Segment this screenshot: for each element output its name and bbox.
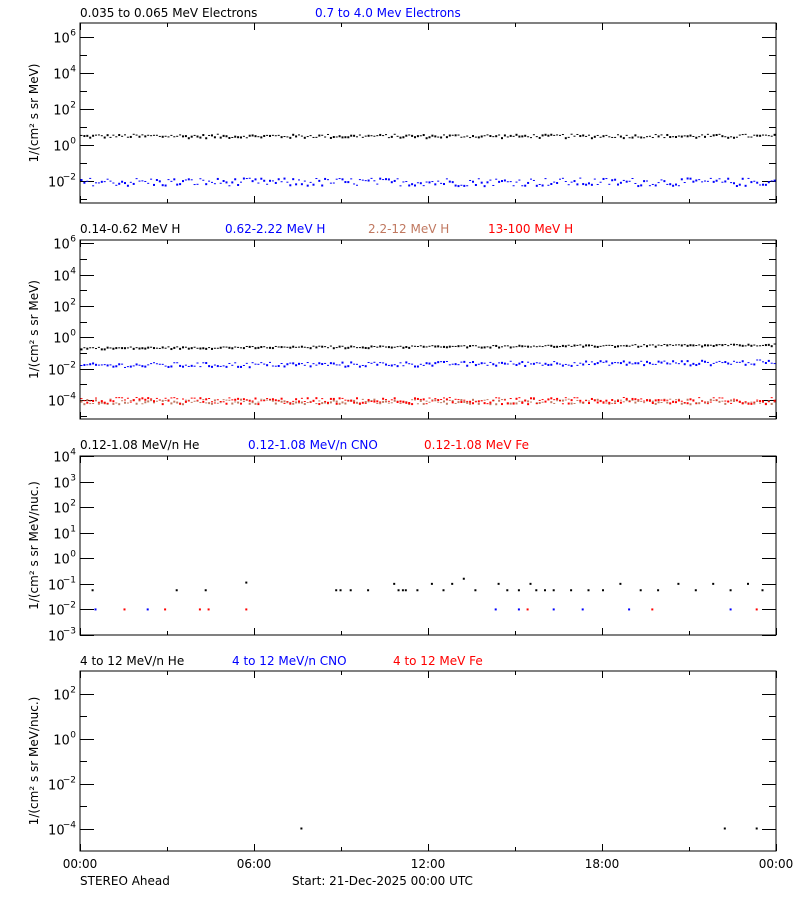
svg-text:−4: −4 bbox=[63, 821, 77, 831]
svg-text:4: 4 bbox=[70, 448, 76, 458]
svg-text:4: 4 bbox=[70, 267, 76, 277]
legend-hi-fe: 4 to 12 MeV Fe bbox=[393, 654, 483, 668]
svg-text:3: 3 bbox=[70, 474, 76, 484]
svg-text:1: 1 bbox=[70, 525, 76, 535]
svg-text:0: 0 bbox=[70, 329, 76, 339]
svg-text:−2: −2 bbox=[63, 173, 76, 183]
svg-text:10: 10 bbox=[48, 779, 65, 794]
svg-text:2: 2 bbox=[70, 101, 76, 111]
svg-text:10: 10 bbox=[53, 68, 70, 83]
svg-text:4: 4 bbox=[70, 65, 76, 75]
x-tick-label-2: 12:00 bbox=[410, 857, 446, 871]
legend-h-3: 2.2-12 MeV H bbox=[368, 222, 450, 236]
legend-lo-cno: 0.12-1.08 MeV/n CNO bbox=[248, 438, 378, 452]
legend-lo-he: 0.12-1.08 MeV/n He bbox=[80, 438, 200, 452]
svg-text:6: 6 bbox=[70, 29, 76, 39]
svg-text:10: 10 bbox=[53, 451, 70, 466]
y-axis-label: 1/(cm² s sr MeV) bbox=[27, 280, 41, 379]
svg-text:10: 10 bbox=[53, 32, 70, 47]
svg-text:10: 10 bbox=[53, 734, 70, 749]
svg-text:0: 0 bbox=[70, 137, 76, 147]
svg-text:−4: −4 bbox=[63, 392, 77, 402]
x-tick-label-0: 00:00 bbox=[62, 857, 98, 871]
legend-lo-fe: 0.12-1.08 MeV Fe bbox=[424, 438, 529, 452]
svg-text:−3: −3 bbox=[63, 627, 76, 637]
svg-text:6: 6 bbox=[70, 235, 76, 245]
x-tick-label-1: 06:00 bbox=[236, 857, 272, 871]
y-axis-label: 1/(cm² s sr MeV) bbox=[27, 64, 41, 163]
svg-text:10: 10 bbox=[48, 176, 65, 191]
svg-text:10: 10 bbox=[48, 579, 65, 594]
svg-text:10: 10 bbox=[53, 238, 70, 253]
svg-text:2: 2 bbox=[70, 686, 76, 696]
svg-text:−2: −2 bbox=[63, 776, 76, 786]
svg-text:10: 10 bbox=[48, 630, 65, 645]
svg-text:10: 10 bbox=[48, 604, 65, 619]
svg-text:10: 10 bbox=[53, 140, 70, 155]
svg-text:10: 10 bbox=[53, 502, 70, 517]
start-time-label: Start: 21-Dec-2025 00:00 UTC bbox=[292, 874, 473, 888]
panel-1-legend: 0.035 to 0.065 MeV Electrons 0.7 to 4.0 … bbox=[80, 6, 461, 20]
y-axis-label: 1/(cm² s sr MeV/nuc.) bbox=[27, 481, 41, 610]
svg-text:−2: −2 bbox=[63, 601, 76, 611]
svg-text:10: 10 bbox=[53, 689, 70, 704]
svg-text:0: 0 bbox=[70, 731, 76, 741]
x-tick-label-4: 00:00 bbox=[758, 857, 794, 871]
svg-text:10: 10 bbox=[53, 553, 70, 568]
svg-text:2: 2 bbox=[70, 499, 76, 509]
svg-text:10: 10 bbox=[53, 104, 70, 119]
legend-hi-he: 4 to 12 MeV/n He bbox=[80, 654, 185, 668]
svg-text:10: 10 bbox=[48, 395, 65, 410]
svg-text:−2: −2 bbox=[63, 361, 76, 371]
spacecraft-label: STEREO Ahead bbox=[80, 874, 170, 888]
svg-text:10: 10 bbox=[53, 332, 70, 347]
x-tick-label-3: 18:00 bbox=[584, 857, 620, 871]
svg-text:0: 0 bbox=[70, 550, 76, 560]
legend-electrons-low: 0.035 to 0.065 MeV Electrons bbox=[80, 6, 258, 20]
svg-text:10: 10 bbox=[53, 270, 70, 285]
svg-text:−1: −1 bbox=[63, 576, 76, 586]
svg-text:10: 10 bbox=[53, 528, 70, 543]
legend-h-4: 13-100 MeV H bbox=[488, 222, 574, 236]
legend-electrons-high: 0.7 to 4.0 Mev Electrons bbox=[315, 6, 461, 20]
panel-4: 10 210 010−210−41/(cm² s sr MeV/nuc.) bbox=[27, 670, 777, 852]
legend-hi-cno: 4 to 12 MeV/n CNO bbox=[232, 654, 347, 668]
svg-text:10: 10 bbox=[48, 364, 65, 379]
svg-text:10: 10 bbox=[53, 477, 70, 492]
y-axis-label: 1/(cm² s sr MeV/nuc.) bbox=[27, 697, 41, 826]
svg-text:10: 10 bbox=[48, 824, 65, 839]
svg-text:2: 2 bbox=[70, 298, 76, 308]
svg-text:10: 10 bbox=[53, 301, 70, 316]
legend-h-1: 0.14-0.62 MeV H bbox=[80, 222, 181, 236]
legend-h-2: 0.62-2.22 MeV H bbox=[225, 222, 326, 236]
